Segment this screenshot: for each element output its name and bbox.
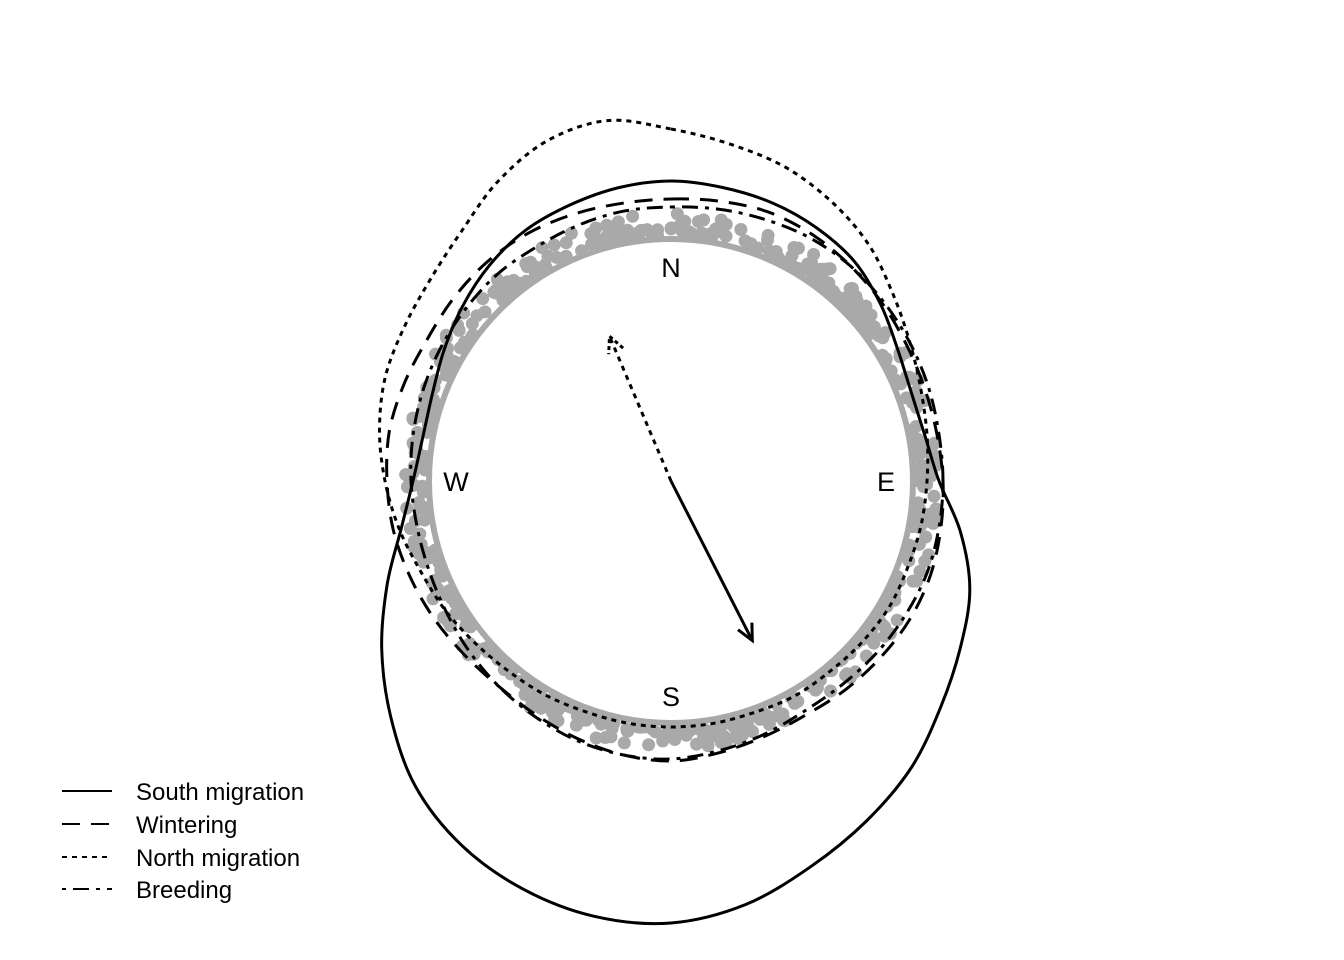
raw-data-point <box>640 223 654 237</box>
raw-data-point <box>525 694 539 708</box>
raw-data-point <box>559 236 573 250</box>
raw-data-point <box>538 258 552 272</box>
unit-circle <box>426 236 916 726</box>
raw-data-point <box>824 684 838 698</box>
east-label: E <box>877 467 895 497</box>
raw-data-point <box>605 722 619 735</box>
raw-data-point <box>675 216 689 230</box>
raw-data-point <box>805 256 818 270</box>
raw-data-point <box>412 496 426 510</box>
raw-data-point <box>823 262 837 276</box>
raw-data-point <box>734 223 748 236</box>
raw-data-point <box>524 255 538 269</box>
legend-label-breeding: Breeding <box>136 877 232 904</box>
raw-data-point <box>805 268 819 282</box>
raw-data-point <box>664 728 678 742</box>
raw-data-point <box>927 436 941 450</box>
raw-data-point <box>907 372 920 386</box>
raw-data-point <box>585 237 598 251</box>
raw-data-point <box>534 701 548 715</box>
raw-data-point <box>626 209 640 223</box>
raw-data-point <box>731 731 744 745</box>
mean-arrow-north-migration <box>607 333 673 482</box>
raw-data-point <box>589 731 603 745</box>
raw-data-point <box>407 540 421 554</box>
density-curves <box>377 118 972 926</box>
raw-data-point <box>651 223 665 237</box>
raw-data-point <box>769 245 783 258</box>
south-label: S <box>662 682 680 712</box>
density-curve-north-migration <box>377 118 930 729</box>
raw-data-point <box>695 226 709 240</box>
raw-data-point <box>550 250 564 264</box>
raw-data-point <box>613 223 627 237</box>
west-label: W <box>443 467 469 497</box>
raw-data-point <box>617 736 631 750</box>
raw-data-point <box>746 725 759 738</box>
raw-data-point <box>927 489 941 503</box>
raw-data-point <box>547 238 561 252</box>
raw-data-point <box>878 629 891 643</box>
raw-data-point <box>642 738 656 752</box>
raw-data-point <box>535 241 549 255</box>
raw-data-point <box>594 717 608 731</box>
raw-data-point <box>717 729 731 743</box>
raw-data-point <box>778 714 792 728</box>
legend-label-south-migration: South migration <box>136 779 304 806</box>
raw-data-point <box>876 331 890 345</box>
raw-data-point <box>843 282 857 296</box>
raw-data-point <box>430 585 444 599</box>
raw-data-point <box>864 318 878 332</box>
raw-data-point <box>410 426 424 439</box>
raw-data-point <box>487 285 501 299</box>
raw-data-point <box>923 512 937 526</box>
north-label: N <box>661 253 681 283</box>
raw-data-point <box>922 548 936 562</box>
mean-arrow-south-migration <box>669 480 754 644</box>
raw-data-point <box>620 724 634 738</box>
raw-data-point <box>697 213 711 227</box>
raw-data-point <box>476 292 490 306</box>
raw-data-point <box>761 228 775 242</box>
raw-data-point <box>809 683 822 697</box>
legend-label-north-migration: North migration <box>136 845 300 872</box>
raw-data-point <box>465 317 479 331</box>
raw-data-point <box>878 620 892 634</box>
raw-data-point <box>589 221 603 235</box>
raw-data-point <box>564 226 578 240</box>
density-curve-breeding <box>409 205 945 761</box>
legend: South migration Wintering North migratio… <box>62 779 304 904</box>
raw-data-point <box>403 522 417 535</box>
density-curve-wintering <box>385 197 945 763</box>
mean-direction-arrows <box>607 333 754 644</box>
legend-label-wintering: Wintering <box>136 812 237 839</box>
raw-data-point <box>910 574 924 588</box>
raw-data-point <box>916 444 930 458</box>
raw-data-point <box>579 713 593 727</box>
raw-data-point <box>890 613 904 627</box>
raw-data-point <box>697 731 711 745</box>
raw-data-point <box>900 391 913 405</box>
raw-data-point <box>864 308 878 322</box>
raw-data-point <box>714 213 728 227</box>
raw-data-point <box>569 718 583 732</box>
density-curve-south-migration <box>380 179 972 926</box>
raw-data-point <box>670 207 684 221</box>
